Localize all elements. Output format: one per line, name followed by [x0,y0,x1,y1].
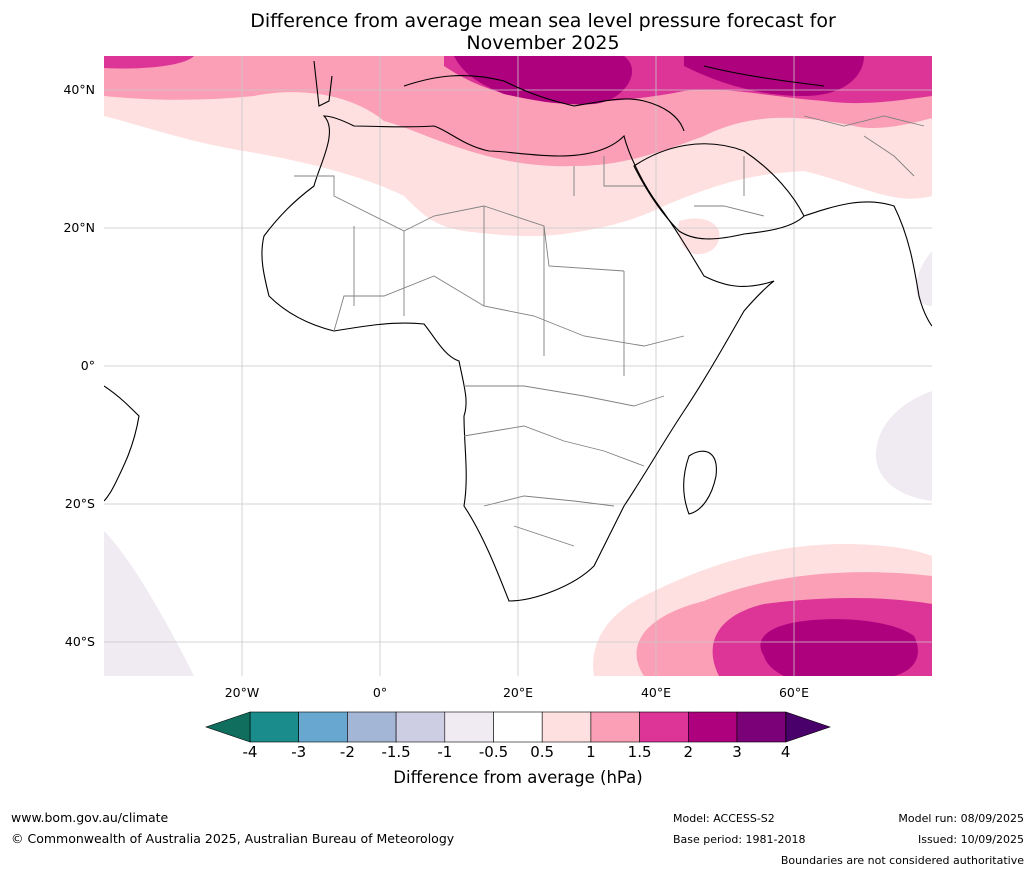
footer-copyright: © Commonwealth of Australia 2025, Austra… [11,831,455,846]
colorbar-cell [541,711,592,743]
footer-model-run: Model run: 08/09/2025 [898,812,1024,825]
colorbar-tick-label: 3 [732,743,742,761]
colorbar-tick-label: 4 [780,743,791,761]
anomaly-0.5-arabia [678,218,720,255]
lat-label-40s: 40°S [64,634,95,649]
colorbar-tick-label: -3 [291,743,307,761]
colorbar-cell [687,711,738,743]
anomaly-neg-india [916,251,932,306]
lon-label-20e: 20°E [502,685,534,700]
colorbar-over-arrow [785,711,831,743]
anomaly-1.5-north [104,56,194,69]
colorbar-cell [249,711,300,743]
lat-label-20n: 20°N [63,220,95,235]
anomaly-2-south [760,619,918,676]
lon-label-60e: 60°E [778,685,810,700]
colorbar-tick-label: 1.5 [627,743,652,761]
colorbar-label: Difference from average (hPa) [393,768,643,787]
colorbar-tick-label: 1 [586,743,596,761]
colorbar-tick-label: -0.5 [478,743,509,761]
map-panel [104,56,932,676]
anomaly-neg-west [104,531,194,676]
colorbar-cell [298,711,348,743]
colorbar-tick-label: -2 [339,743,355,761]
colorbar-tick-label: 2 [683,743,694,761]
footer-model: Model: ACCESS-S2 [673,812,775,825]
pressure-anomaly-map [104,56,932,676]
graticule [104,56,932,676]
colorbar-cell [493,711,543,743]
title-line-1: Difference from average mean sea level p… [250,10,836,32]
footer-base-period: Base period: 1981-2018 [673,833,806,846]
lat-label-equator: 0° [80,358,95,373]
country-borders [294,115,925,547]
lat-label-20s: 20°S [64,496,95,511]
anomaly-2-east [684,56,864,96]
footer-issued: Issued: 10/09/2025 [917,833,1024,846]
footer-disclaimer: Boundaries are not considered authoritat… [780,854,1024,867]
colorbar-tick-label: -1.5 [381,743,411,761]
lon-label-0: 0° [372,685,388,700]
lon-label-20w: 20°W [224,685,260,700]
footer-website: www.bom.gov.au/climate [11,810,169,825]
map-title: Difference from average mean sea level p… [0,10,1035,54]
colorbar-tick-label: -1 [437,743,453,761]
colorbar-cell [736,711,787,743]
coastlines [104,60,932,602]
colorbar-under-arrow [205,711,251,743]
title-line-2: November 2025 [466,32,620,54]
colorbar-cell [639,711,689,743]
colorbar-cell [347,711,397,743]
colorbar [205,711,831,743]
colorbar-cell [444,711,494,743]
lat-label-40n: 40°N [63,82,95,97]
colorbar-tick-label: -4 [242,743,258,761]
anomaly-neg-east [875,391,932,501]
colorbar-tick-label: 0.5 [530,743,555,761]
lon-label-40e: 40°E [640,685,672,700]
colorbar-cell [395,711,446,743]
colorbar-cell [590,711,640,743]
anomaly-2-med [454,56,633,105]
